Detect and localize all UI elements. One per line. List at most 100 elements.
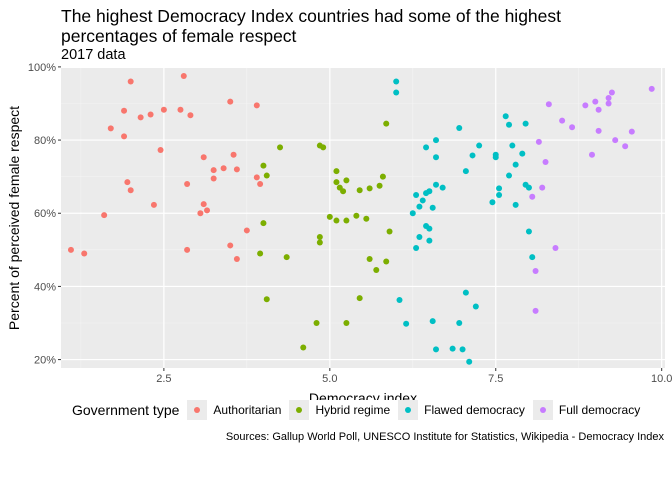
point-flawed-democracy	[429, 318, 436, 325]
point-flawed-democracy	[512, 161, 519, 168]
point-full-democracy	[532, 307, 539, 314]
chart-subtitle: 2017 data	[61, 47, 126, 63]
point-authoritarian	[187, 112, 194, 119]
chart-caption: Sources: Gallup World Poll, UNESCO Insti…	[225, 431, 664, 443]
point-full-democracy	[539, 184, 546, 191]
point-flawed-democracy	[416, 203, 423, 210]
point-authoritarian	[81, 250, 88, 257]
point-full-democracy	[622, 143, 629, 150]
legend: Government type Authoritarian Hybrid reg…	[72, 398, 648, 422]
legend-key-flawed-democracy	[405, 407, 412, 413]
x-tick-label: 5.0	[322, 373, 337, 385]
point-hybrid-regime	[356, 295, 363, 302]
point-hybrid-regime	[333, 217, 340, 224]
point-full-democracy	[628, 128, 635, 135]
point-hybrid-regime	[316, 239, 323, 246]
point-authoritarian	[184, 180, 191, 187]
point-authoritarian	[67, 246, 74, 253]
point-hybrid-regime	[383, 120, 390, 127]
point-full-democracy	[592, 98, 599, 105]
point-authoritarian	[127, 78, 134, 85]
point-flawed-democracy	[462, 168, 469, 175]
point-flawed-democracy	[403, 320, 410, 327]
point-hybrid-regime	[343, 217, 350, 224]
point-authoritarian	[210, 167, 217, 174]
point-full-democracy	[582, 102, 589, 109]
point-full-democracy	[588, 151, 595, 158]
point-flawed-democracy	[492, 154, 499, 161]
point-hybrid-regime	[283, 254, 290, 261]
point-flawed-democracy	[413, 245, 420, 251]
point-authoritarian	[253, 174, 260, 181]
legend-label-hybrid-regime: Hybrid regime	[315, 403, 391, 417]
point-hybrid-regime	[300, 344, 307, 351]
point-hybrid-regime	[257, 250, 264, 257]
point-flawed-democracy	[506, 172, 513, 179]
point-full-democracy	[569, 124, 576, 131]
point-authoritarian	[197, 210, 204, 217]
point-flawed-democracy	[459, 346, 466, 353]
point-hybrid-regime	[366, 255, 373, 262]
point-authoritarian	[243, 227, 250, 234]
point-authoritarian	[121, 133, 128, 140]
y-tick-label: 20%	[34, 355, 56, 367]
point-full-democracy	[595, 127, 602, 134]
point-hybrid-regime	[313, 320, 320, 326]
point-full-democracy	[532, 268, 539, 275]
point-authoritarian	[253, 102, 260, 109]
point-flawed-democracy	[462, 289, 469, 296]
point-flawed-democracy	[429, 204, 436, 211]
legend-label-authoritarian: Authoritarian	[213, 403, 282, 417]
point-hybrid-regime	[376, 182, 383, 189]
point-authoritarian	[101, 212, 108, 219]
point-hybrid-regime	[260, 162, 267, 169]
point-flawed-democracy	[423, 190, 430, 197]
point-flawed-democracy	[525, 228, 532, 235]
point-flawed-democracy	[512, 201, 519, 208]
point-full-democracy	[545, 101, 552, 108]
point-hybrid-regime	[260, 220, 267, 227]
point-flawed-democracy	[423, 144, 430, 151]
legend-title: Government type	[72, 402, 180, 418]
point-flawed-democracy	[456, 125, 463, 131]
point-authoritarian	[230, 151, 237, 158]
point-hybrid-regime	[383, 258, 390, 265]
legend-key-full-democracy	[539, 407, 546, 413]
point-hybrid-regime	[277, 144, 284, 151]
y-tick-label: 40%	[34, 281, 56, 293]
point-flawed-democracy	[439, 184, 446, 191]
point-full-democracy	[595, 106, 602, 113]
point-hybrid-regime	[316, 234, 323, 241]
point-flawed-democracy	[433, 346, 440, 353]
point-flawed-democracy	[476, 142, 483, 149]
legend-label-flawed-democracy: Flawed democracy	[424, 403, 525, 417]
point-flawed-democracy	[489, 199, 496, 206]
point-flawed-democracy	[502, 113, 509, 120]
point-flawed-democracy	[519, 150, 526, 157]
point-authoritarian	[150, 201, 157, 208]
point-hybrid-regime	[356, 187, 363, 194]
point-full-democracy	[605, 95, 612, 101]
x-axis-ticks: 2.5 5.0 7.5 10.0	[156, 368, 672, 385]
point-flawed-democracy	[522, 120, 529, 127]
chart-title: The highest Democracy Index countries ha…	[61, 6, 561, 46]
point-authoritarian	[227, 98, 234, 105]
y-axis-ticks: 20% 40% 60% 80% 100%	[28, 62, 61, 367]
point-hybrid-regime	[340, 188, 347, 195]
point-flawed-democracy	[419, 197, 426, 204]
point-authoritarian	[147, 111, 154, 118]
point-authoritarian	[257, 180, 264, 187]
point-flawed-democracy	[472, 303, 479, 310]
y-tick-label: 80%	[34, 135, 56, 147]
legend-label-full-democracy: Full democracy	[558, 403, 641, 417]
point-flawed-democracy	[396, 296, 403, 303]
point-hybrid-regime	[326, 213, 333, 220]
point-flawed-democracy	[525, 184, 532, 191]
point-flawed-democracy	[433, 181, 440, 188]
point-flawed-democracy	[393, 89, 400, 96]
point-flawed-democracy	[433, 154, 440, 161]
point-hybrid-regime	[333, 179, 340, 186]
point-hybrid-regime	[343, 320, 350, 326]
point-hybrid-regime	[263, 172, 270, 179]
point-authoritarian	[227, 242, 234, 249]
